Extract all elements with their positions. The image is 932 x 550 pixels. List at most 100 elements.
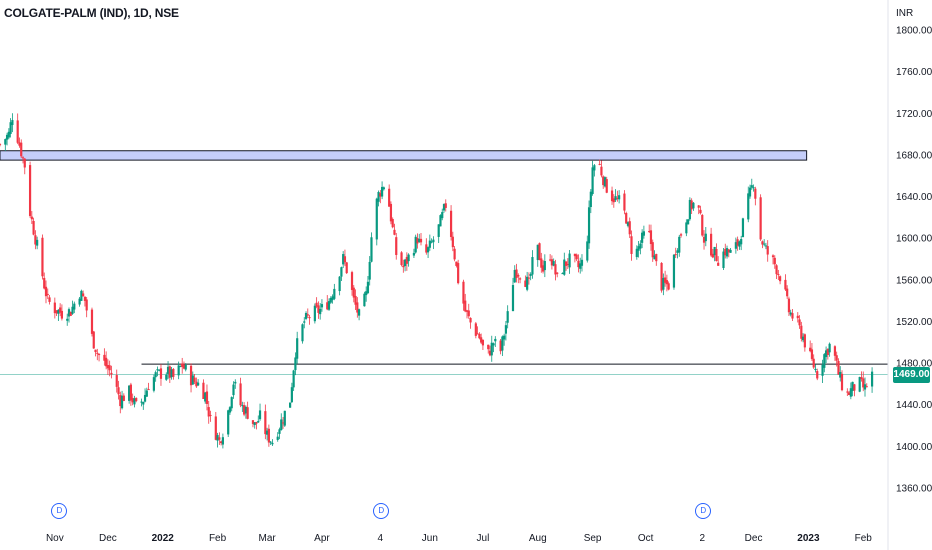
candle (23, 158, 26, 175)
candle (5, 132, 9, 146)
candle (529, 272, 532, 281)
candle-body (244, 406, 247, 414)
candle (462, 279, 465, 311)
candle-body (43, 277, 46, 289)
candle-body (253, 422, 256, 426)
candle-body (269, 441, 272, 443)
candle-body (363, 293, 366, 307)
resistance-zone (0, 150, 808, 161)
candle (826, 348, 829, 360)
candle (340, 266, 343, 282)
candle (715, 243, 718, 262)
candle-body (618, 195, 621, 200)
price-tick-label: 1680.00 (896, 150, 932, 161)
candle-body (754, 188, 757, 199)
candle (858, 376, 861, 393)
candle-body (752, 187, 755, 189)
dividend-marker-icon[interactable]: D (51, 503, 68, 519)
candle-body (692, 202, 695, 209)
candle (605, 176, 608, 194)
candle (775, 264, 778, 280)
candle (418, 233, 421, 243)
candle (407, 253, 410, 267)
time-tick-label: Aug (529, 533, 547, 544)
candle (241, 401, 244, 412)
candle (343, 249, 347, 267)
candle (513, 265, 516, 283)
candle (734, 237, 737, 254)
candle (763, 239, 766, 247)
dividend-marker-icon[interactable]: D (695, 503, 712, 519)
candle (635, 245, 638, 260)
candle-body (246, 407, 249, 419)
candle (860, 371, 863, 382)
candle-body (303, 321, 306, 323)
candle (789, 309, 792, 317)
dividend-marker-icon[interactable]: D (373, 503, 390, 519)
candle-body (628, 221, 631, 235)
time-tick-label: 2022 (152, 533, 175, 544)
candle-body (662, 277, 665, 290)
candle-body (672, 254, 676, 288)
candle-body (688, 199, 691, 220)
candle (469, 317, 472, 329)
candle-body (724, 248, 727, 256)
candle-body (462, 281, 465, 304)
candle (414, 234, 417, 254)
candle (851, 381, 854, 397)
candle-body (625, 212, 628, 224)
candle (747, 186, 750, 223)
candle-body (614, 196, 617, 201)
candle-body (46, 293, 49, 295)
price-tick-label: 1480.00 (896, 359, 932, 370)
candle-body (67, 309, 71, 317)
candle (561, 272, 564, 275)
candle-body (66, 318, 69, 321)
candle-body (103, 354, 106, 361)
candle (518, 277, 522, 284)
candle-body (536, 244, 539, 260)
candle (83, 296, 87, 307)
candle (828, 342, 831, 357)
candle (702, 230, 706, 250)
candle (564, 261, 568, 271)
candle (179, 365, 182, 368)
candle-body (216, 435, 219, 441)
candle (457, 259, 460, 285)
candle (444, 199, 447, 212)
candle-body (400, 252, 403, 265)
candle (600, 160, 603, 178)
candle (840, 370, 844, 392)
candle (36, 236, 39, 250)
candle-body (221, 437, 224, 445)
candle-body (561, 273, 564, 275)
candle-body (577, 260, 580, 268)
candle-body (494, 338, 497, 342)
candle (34, 230, 37, 250)
candle-body (610, 190, 614, 202)
candle-body (492, 343, 495, 346)
candle (181, 357, 184, 374)
candle (870, 367, 874, 393)
candle-body (722, 251, 725, 269)
candle (370, 232, 373, 263)
candle (317, 301, 320, 319)
candle (67, 307, 71, 323)
time-tick-label: Sep (584, 533, 602, 544)
candle (809, 340, 812, 353)
candle (281, 417, 285, 429)
candle-body (407, 254, 410, 262)
candle-body (205, 391, 209, 404)
candle (303, 317, 306, 329)
candle-body (388, 188, 391, 207)
candle (566, 258, 569, 269)
candle (327, 298, 331, 311)
candle (395, 232, 398, 260)
candle-body (71, 306, 74, 314)
candle (798, 315, 801, 329)
candle (863, 377, 867, 397)
candle (630, 230, 633, 261)
candle (416, 233, 419, 249)
candle (839, 366, 842, 382)
